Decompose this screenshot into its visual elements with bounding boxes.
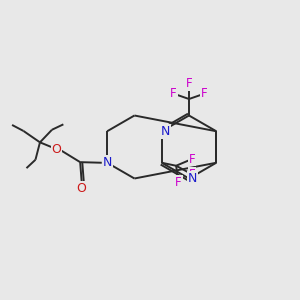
Text: N: N [188,172,197,185]
Text: F: F [201,87,208,100]
Text: O: O [52,143,61,156]
Text: F: F [188,153,195,166]
Text: N: N [160,125,170,138]
Text: F: F [170,87,177,100]
Text: N: N [103,156,112,169]
Text: F: F [188,168,195,181]
Text: F: F [175,176,182,189]
Text: O: O [77,182,87,195]
Text: F: F [186,77,192,90]
